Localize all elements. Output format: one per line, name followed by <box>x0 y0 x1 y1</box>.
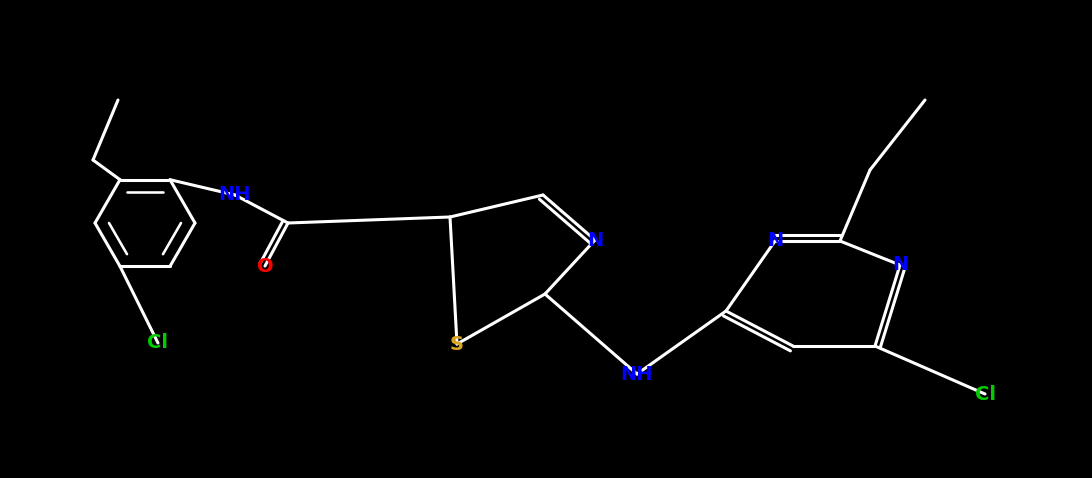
Text: O: O <box>257 257 273 275</box>
Text: Cl: Cl <box>147 334 168 352</box>
Text: N: N <box>892 256 909 274</box>
Text: N: N <box>767 231 783 250</box>
Text: S: S <box>450 335 464 354</box>
Text: N: N <box>586 230 603 250</box>
Text: Cl: Cl <box>974 384 996 403</box>
Text: NH: NH <box>620 365 653 383</box>
Text: NH: NH <box>218 185 251 205</box>
